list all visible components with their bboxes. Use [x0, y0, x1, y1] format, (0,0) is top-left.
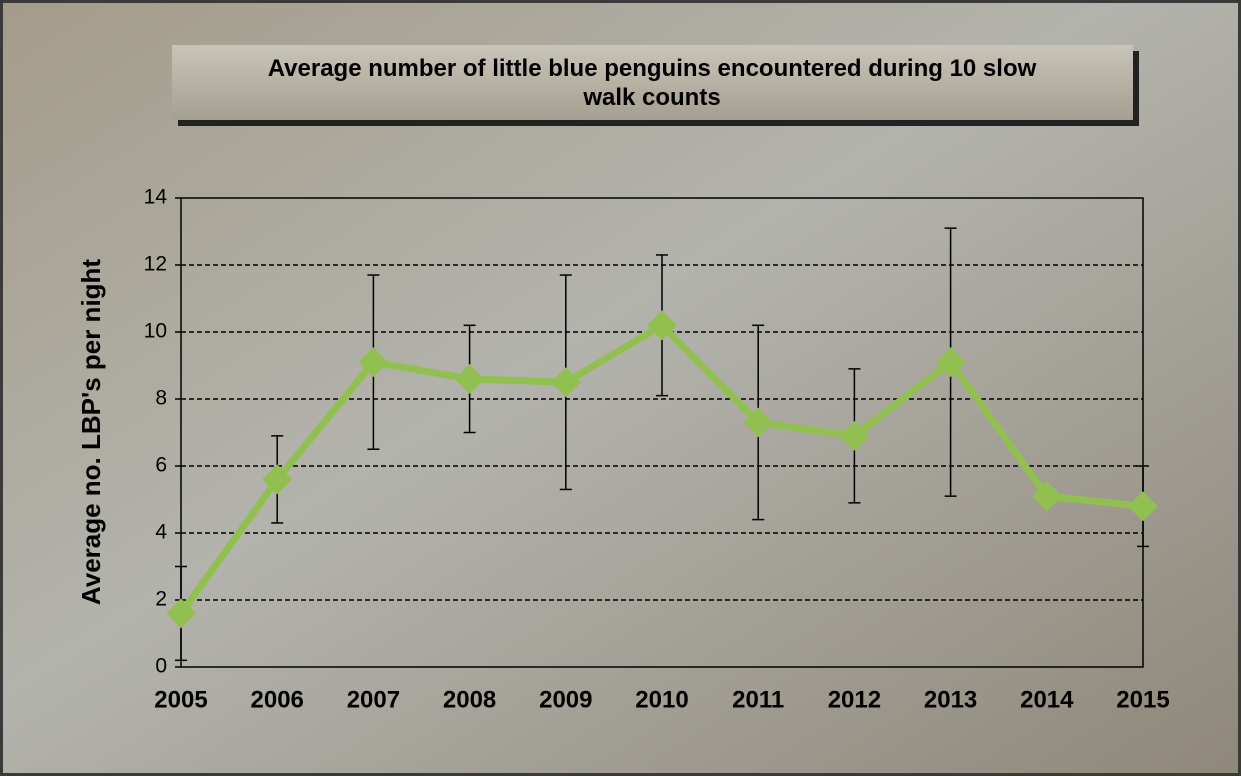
y-tick-label: 4: [155, 521, 167, 544]
x-tick-label: 2015: [1116, 686, 1169, 713]
marker: [454, 363, 485, 394]
x-tick-label: 2013: [924, 686, 977, 713]
x-tick-label: 2007: [347, 686, 400, 713]
y-tick-label: 8: [155, 387, 167, 410]
y-axis-label: Average no. LBP's per night: [76, 259, 106, 606]
marker: [166, 598, 196, 629]
x-tick-label: 2011: [732, 686, 784, 713]
x-tick-label: 2008: [443, 686, 496, 713]
background: [3, 3, 1238, 773]
y-tick-label: 14: [144, 186, 168, 209]
marker: [262, 464, 293, 495]
y-tick-label: 2: [155, 588, 167, 611]
x-tick-label: 2010: [635, 686, 688, 713]
marker: [647, 310, 677, 341]
marker: [1031, 481, 1062, 512]
chart-title: Average number of little blue penguins e…: [268, 55, 1037, 111]
y-tick-label: 10: [144, 320, 167, 343]
marker: [358, 347, 389, 378]
marker: [935, 347, 966, 378]
x-tick-label: 2009: [539, 686, 592, 713]
marker: [550, 367, 581, 398]
marker: [1128, 491, 1158, 522]
x-tick-label: 2005: [154, 686, 207, 713]
x-tick-label: 2012: [828, 686, 881, 713]
x-tick-label: 2014: [1020, 686, 1074, 713]
y-tick-label: 12: [144, 253, 167, 276]
plot-border: [180, 197, 1144, 668]
y-tick-label: 0: [155, 655, 167, 678]
y-tick-label: 6: [155, 454, 167, 477]
marker: [743, 407, 774, 438]
title-box: [172, 45, 1133, 120]
x-tick-label: 2006: [251, 686, 304, 713]
marker: [839, 420, 870, 451]
